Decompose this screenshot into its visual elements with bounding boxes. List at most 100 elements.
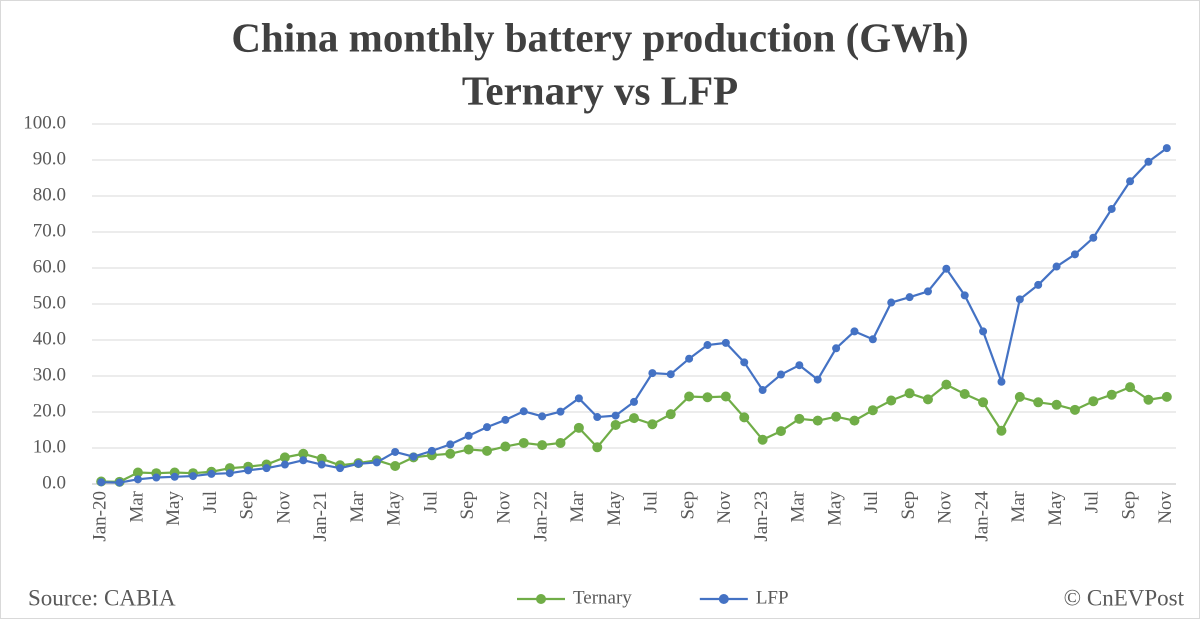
data-point (739, 412, 750, 423)
x-tick-label: Sep (677, 491, 698, 520)
data-point (684, 391, 695, 402)
source-note: Source: CABIA (28, 585, 176, 610)
data-point (555, 437, 566, 448)
x-tick-label: Jan-24 (971, 491, 992, 542)
x-tick-label: Sep (898, 491, 919, 520)
y-tick-label: 50.0 (33, 292, 66, 313)
legend-label: Ternary (573, 587, 632, 608)
x-tick-label: Jul (420, 491, 441, 513)
data-point (115, 478, 124, 487)
data-point (409, 452, 418, 461)
data-point (629, 413, 639, 424)
y-tick-label: 100.0 (23, 112, 66, 133)
data-point (279, 452, 290, 463)
data-point (1089, 233, 1098, 242)
data-point (610, 419, 621, 430)
data-point (1088, 396, 1099, 407)
x-tick-label: Nov (714, 491, 735, 524)
data-point (740, 358, 749, 367)
x-tick-label: Nov (935, 491, 956, 524)
data-point (887, 298, 896, 307)
data-point (1125, 382, 1136, 393)
y-tick-label: 30.0 (33, 364, 66, 385)
data-point (556, 407, 565, 416)
data-point (336, 464, 345, 473)
x-tick-label: Sep (457, 491, 478, 520)
data-point (886, 395, 897, 406)
y-tick-label: 70.0 (33, 220, 66, 241)
data-point (647, 419, 658, 430)
data-point (868, 335, 877, 344)
x-tick-label: May (604, 491, 625, 526)
data-point (390, 461, 401, 471)
legend-marker (536, 594, 546, 604)
y-tick-label: 80.0 (33, 184, 66, 205)
data-point (1052, 262, 1061, 271)
data-point (1014, 391, 1025, 402)
data-point (611, 411, 620, 420)
data-point (1143, 394, 1154, 405)
data-point (978, 397, 989, 408)
x-tick-label: Sep (1118, 491, 1139, 520)
data-point (537, 440, 548, 451)
data-point (812, 415, 823, 426)
data-point (832, 344, 841, 353)
data-point (483, 423, 492, 432)
x-tick-label: Nov (1155, 491, 1176, 524)
data-point (703, 341, 712, 350)
y-tick-label: 90.0 (33, 148, 66, 169)
data-point (1034, 280, 1043, 289)
x-tick-label: Mar (1008, 490, 1029, 522)
data-point (923, 287, 932, 296)
x-tick-label: Mar (567, 490, 588, 522)
x-tick-label: Mar (788, 490, 809, 522)
data-point (501, 415, 510, 424)
data-point (1106, 389, 1117, 400)
data-point (593, 413, 602, 422)
data-point (685, 354, 694, 363)
y-tick-label: 20.0 (33, 400, 66, 421)
data-point (867, 405, 878, 416)
data-point (904, 388, 915, 399)
data-point (979, 327, 988, 336)
data-point (207, 469, 216, 478)
data-point (244, 466, 253, 475)
y-tick-label: 0.0 (42, 472, 66, 493)
data-point (1126, 177, 1135, 186)
x-tick-label: Jul (200, 491, 221, 513)
data-point (574, 394, 583, 403)
data-point (280, 460, 289, 469)
data-point (959, 389, 970, 399)
data-point (97, 478, 106, 487)
data-point (849, 415, 860, 426)
x-tick-label: Jul (1082, 491, 1103, 513)
x-tick-label: Mar (126, 490, 147, 522)
data-point (702, 392, 713, 403)
x-tick-label: Jan-23 (751, 491, 772, 542)
data-point (776, 370, 785, 379)
legend-label: LFP (756, 587, 789, 608)
data-point (463, 444, 474, 455)
data-point (538, 412, 547, 421)
data-point (831, 411, 842, 422)
x-tick-label: May (824, 491, 845, 526)
data-point (316, 453, 327, 464)
data-point (960, 291, 969, 300)
data-point (1033, 397, 1044, 408)
data-point (446, 440, 455, 449)
data-point (317, 460, 326, 469)
data-point (996, 425, 1007, 436)
x-tick-label: Jul (861, 491, 882, 513)
data-point (1015, 295, 1024, 304)
data-point (1161, 391, 1172, 402)
data-point (500, 441, 511, 452)
data-point (905, 293, 914, 302)
y-tick-label: 40.0 (33, 328, 66, 349)
chart-title: China monthly battery production (GWh) (231, 14, 968, 60)
data-point (372, 458, 381, 467)
data-point (941, 379, 952, 390)
data-point (592, 442, 603, 453)
data-point (299, 456, 308, 465)
data-point (794, 413, 805, 424)
